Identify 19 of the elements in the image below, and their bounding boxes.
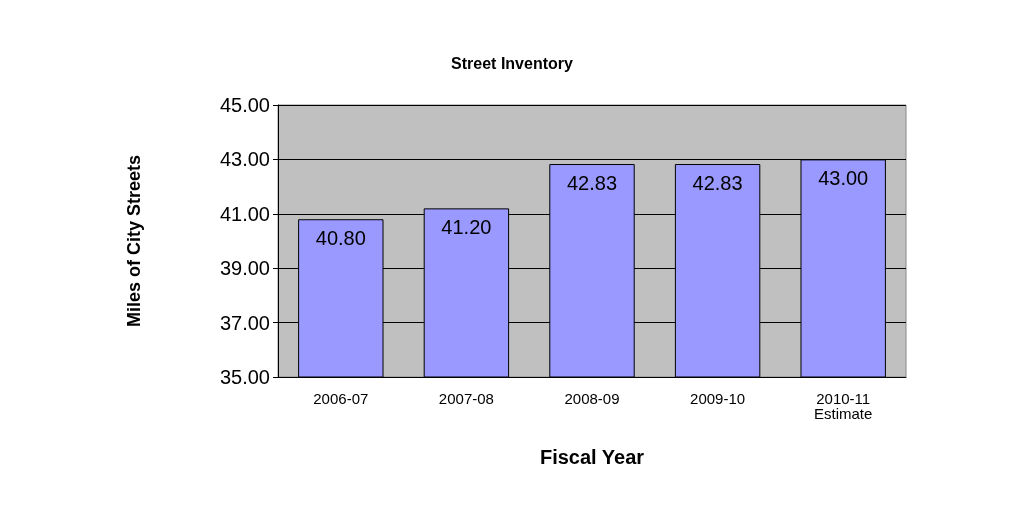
data-label: 43.00 [818,167,869,190]
x-tick-label: 2006-07 [313,390,369,407]
data-label: 42.83 [566,172,618,195]
data-label: 42.83 [692,172,743,195]
x-tick-label: 2010-11 Estimate [814,390,873,422]
y-tick-label: 45.00 [219,94,270,116]
data-label: 40.80 [315,227,366,250]
y-tick-label: 35.00 [219,366,270,388]
y-axis-title: Miles of City Streets [124,154,144,328]
x-tick-label: 2007-08 [438,390,494,407]
x-axis-title: Fiscal Year [539,446,645,468]
x-tick-label: 2008-09 [564,390,620,407]
y-tick-label: 43.00 [219,148,270,171]
y-tick-label: 37.00 [219,311,270,334]
y-tick-label: 39.00 [219,257,270,280]
y-tick-label: 41.00 [219,202,270,225]
data-label: 41.20 [441,216,492,239]
chart-title: Street Inventory [451,54,574,72]
x-tick-label: 2009-10 [690,390,746,407]
